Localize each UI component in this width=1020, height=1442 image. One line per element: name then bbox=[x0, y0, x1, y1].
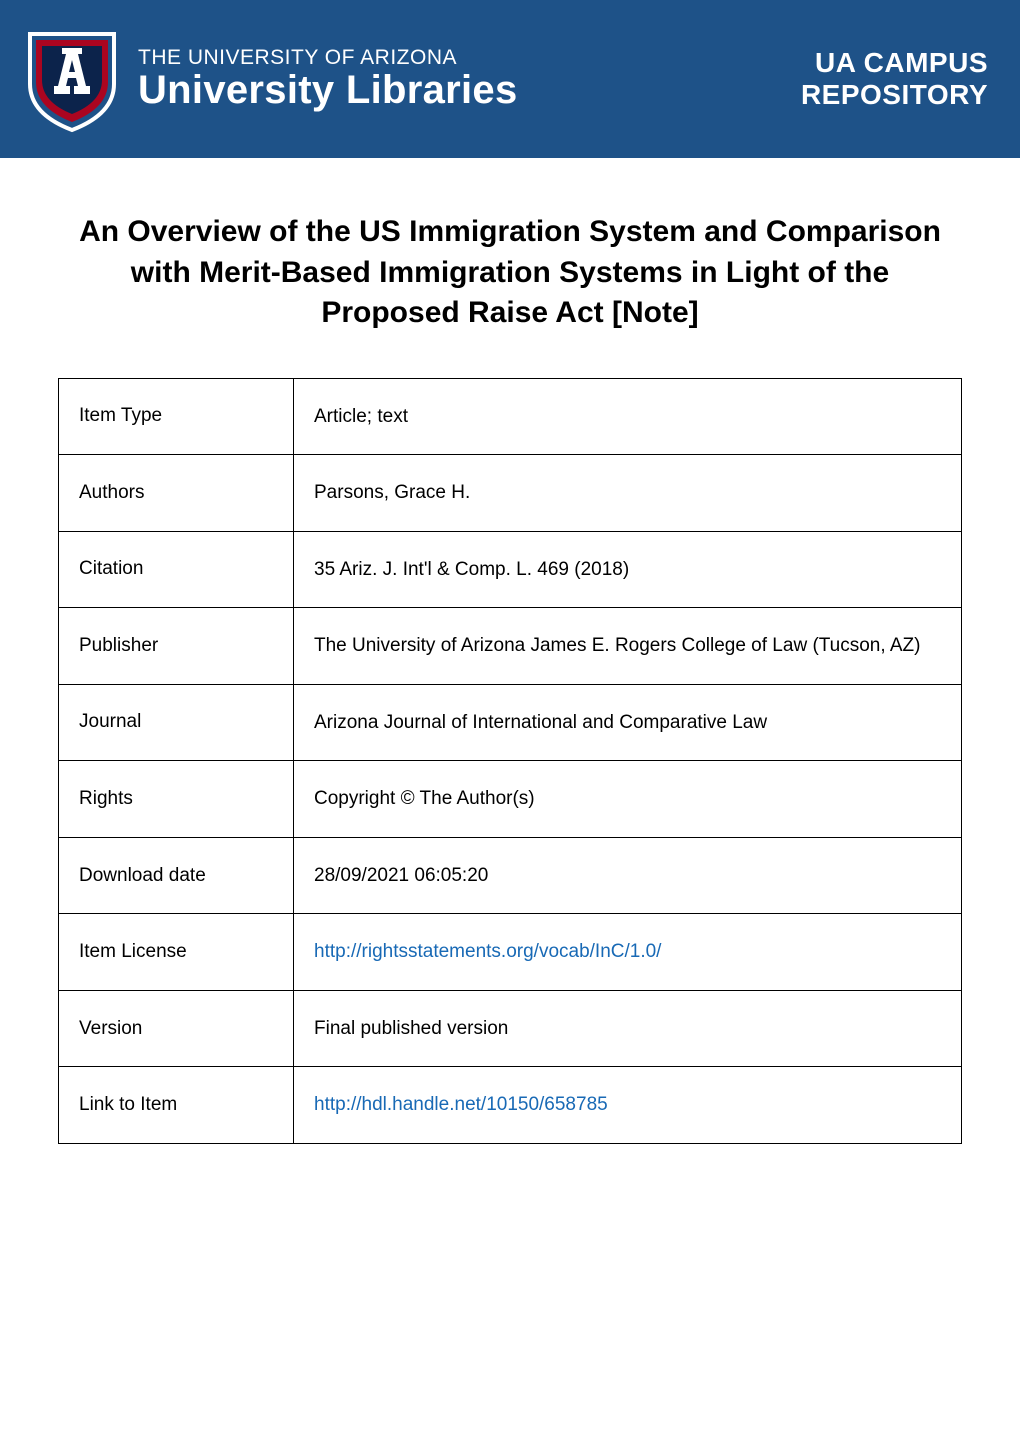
meta-label: Citation bbox=[59, 531, 294, 608]
meta-label: Journal bbox=[59, 684, 294, 761]
metadata-table: Item Type Article; text Authors Parsons,… bbox=[58, 378, 962, 1144]
meta-label: Rights bbox=[59, 761, 294, 838]
meta-value: The University of Arizona James E. Roger… bbox=[294, 608, 962, 685]
table-row: Citation 35 Ariz. J. Int'l & Comp. L. 46… bbox=[59, 531, 962, 608]
repository-label: UA CAMPUS REPOSITORY bbox=[801, 47, 988, 111]
meta-label: Link to Item bbox=[59, 1067, 294, 1144]
meta-value: Parsons, Grace H. bbox=[294, 455, 962, 532]
item-license-link[interactable]: http://rightsstatements.org/vocab/InC/1.… bbox=[314, 941, 661, 962]
metadata-table-body: Item Type Article; text Authors Parsons,… bbox=[59, 378, 962, 1143]
table-row: Item License http://rightsstatements.org… bbox=[59, 914, 962, 991]
link-to-item-link[interactable]: http://hdl.handle.net/10150/658785 bbox=[314, 1094, 608, 1115]
meta-value: Article; text bbox=[294, 378, 962, 455]
meta-value: Arizona Journal of International and Com… bbox=[294, 684, 962, 761]
meta-value: Copyright © The Author(s) bbox=[294, 761, 962, 838]
meta-value: 35 Ariz. J. Int'l & Comp. L. 469 (2018) bbox=[294, 531, 962, 608]
table-row: Authors Parsons, Grace H. bbox=[59, 455, 962, 532]
meta-label: Publisher bbox=[59, 608, 294, 685]
meta-label: Authors bbox=[59, 455, 294, 532]
table-row: Rights Copyright © The Author(s) bbox=[59, 761, 962, 838]
table-row: Publisher The University of Arizona Jame… bbox=[59, 608, 962, 685]
meta-value: http://rightsstatements.org/vocab/InC/1.… bbox=[294, 914, 962, 991]
ua-logo-icon bbox=[24, 24, 120, 134]
header-subtitle: THE UNIVERSITY OF ARIZONA bbox=[138, 46, 518, 70]
meta-value: 28/09/2021 06:05:20 bbox=[294, 837, 962, 914]
meta-label: Item License bbox=[59, 914, 294, 991]
table-row: Version Final published version bbox=[59, 990, 962, 1067]
table-row: Link to Item http://hdl.handle.net/10150… bbox=[59, 1067, 962, 1144]
header-banner: THE UNIVERSITY OF ARIZONA University Lib… bbox=[0, 0, 1020, 158]
header-text-group: THE UNIVERSITY OF ARIZONA University Lib… bbox=[138, 46, 518, 113]
meta-label: Version bbox=[59, 990, 294, 1067]
meta-value: http://hdl.handle.net/10150/658785 bbox=[294, 1067, 962, 1144]
header-left-group: THE UNIVERSITY OF ARIZONA University Lib… bbox=[24, 24, 518, 134]
meta-label: Download date bbox=[59, 837, 294, 914]
page-title: An Overview of the US Immigration System… bbox=[58, 212, 962, 334]
meta-label: Item Type bbox=[59, 378, 294, 455]
repo-line-1: UA CAMPUS bbox=[801, 47, 988, 79]
table-row: Journal Arizona Journal of International… bbox=[59, 684, 962, 761]
meta-value: Final published version bbox=[294, 990, 962, 1067]
content-area: An Overview of the US Immigration System… bbox=[0, 158, 1020, 1144]
repo-line-2: REPOSITORY bbox=[801, 79, 988, 111]
table-row: Download date 28/09/2021 06:05:20 bbox=[59, 837, 962, 914]
header-title: University Libraries bbox=[138, 68, 518, 113]
table-row: Item Type Article; text bbox=[59, 378, 962, 455]
